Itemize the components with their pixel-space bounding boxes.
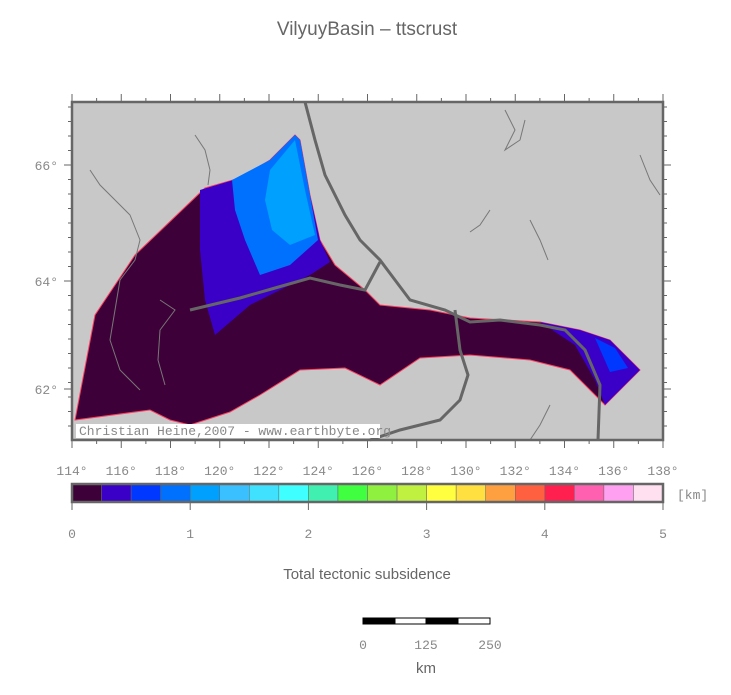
colorbar-swatch	[544, 483, 575, 503]
colorbar-swatch	[249, 483, 280, 503]
colorbar-swatch	[189, 483, 220, 503]
stream	[639, 154, 661, 196]
lon-label: 132°	[500, 464, 531, 479]
colorbar-swatch	[160, 483, 191, 503]
colorbar-label: 0	[68, 527, 76, 542]
colorbar-swatch	[396, 483, 427, 503]
lon-label: 128°	[401, 464, 432, 479]
colorbar-swatch	[603, 483, 634, 503]
scale-label: 250	[478, 638, 501, 653]
stream	[469, 209, 491, 233]
colorbar-label: 4	[541, 527, 549, 542]
scale-bar: 0 125 250 km	[359, 617, 502, 677]
lon-label: 124°	[303, 464, 334, 479]
lon-label: 120°	[204, 464, 235, 479]
colorbar-swatch	[71, 483, 102, 503]
lon-label: 122°	[253, 464, 284, 479]
basin-east-high	[595, 338, 628, 372]
colorbar-swatch	[485, 483, 516, 503]
axis-labels: 66° 64° 62° 114° 116° 118° 120° 122° 124° 126° 128…	[35, 159, 679, 479]
scale-segment	[457, 617, 491, 625]
river	[303, 101, 602, 441]
scale-segment	[362, 617, 396, 625]
stream	[503, 109, 526, 152]
colorbar-swatch	[574, 483, 605, 503]
scale-segment	[394, 617, 427, 625]
title: VilyuyBasin – ttscrust	[277, 19, 458, 40]
colorbar-swatch	[219, 483, 250, 503]
stream	[529, 404, 551, 441]
colorbar-label: 5	[659, 527, 667, 542]
major-rivers	[189, 101, 602, 442]
colorbar-unit: [km]	[677, 488, 708, 503]
credit-box	[76, 424, 380, 438]
stream	[157, 299, 176, 386]
colorbar-swatch	[426, 483, 457, 503]
lat-label: 62°	[35, 383, 58, 398]
colorbar-swatch	[278, 483, 309, 503]
lon-label: 116°	[106, 464, 137, 479]
river	[369, 309, 470, 442]
stream	[194, 134, 211, 186]
colorbar-swatch	[130, 483, 161, 503]
lon-label: 138°	[647, 464, 678, 479]
colorbar-swatch	[101, 483, 132, 503]
lon-label: 118°	[155, 464, 186, 479]
scale-unit: km	[416, 660, 436, 677]
scale-label: 125	[414, 638, 437, 653]
colorbar-title: Total tectonic subsidence	[283, 566, 451, 583]
frame-ticks	[64, 94, 671, 448]
colorbar-label: 1	[186, 527, 194, 542]
credit: Christian Heine,2007 - www.earthbyte.org	[79, 424, 391, 439]
lat-label: 64°	[35, 275, 58, 290]
colorbar-swatch	[337, 483, 368, 503]
colorbar-swatch	[367, 483, 398, 503]
lon-label: 134°	[549, 464, 580, 479]
lon-label: 126°	[352, 464, 383, 479]
colorbar-label: 2	[304, 527, 312, 542]
lon-label: 136°	[598, 464, 629, 479]
colorbar-label: 3	[423, 527, 431, 542]
lat-label: 66°	[35, 159, 58, 174]
stream	[529, 219, 549, 261]
lon-label: 130°	[450, 464, 481, 479]
minor-rivers	[89, 109, 661, 441]
stream	[89, 169, 141, 391]
river	[189, 261, 382, 312]
colorbar: 0 1 2 3 4 5	[68, 482, 667, 542]
colorbar-frame	[70, 482, 665, 504]
scale-segment	[425, 617, 459, 625]
lon-label: 114°	[56, 464, 87, 479]
colorbar-swatch	[455, 483, 486, 503]
colorbar-swatch	[308, 483, 339, 503]
map-area: Christian Heine,2007 - www.earthbyte.org	[70, 100, 665, 442]
basin-peak	[265, 140, 315, 245]
colorbar-swatch	[515, 483, 546, 503]
colorbar-swatch	[633, 483, 664, 503]
scale-label: 0	[359, 638, 367, 653]
